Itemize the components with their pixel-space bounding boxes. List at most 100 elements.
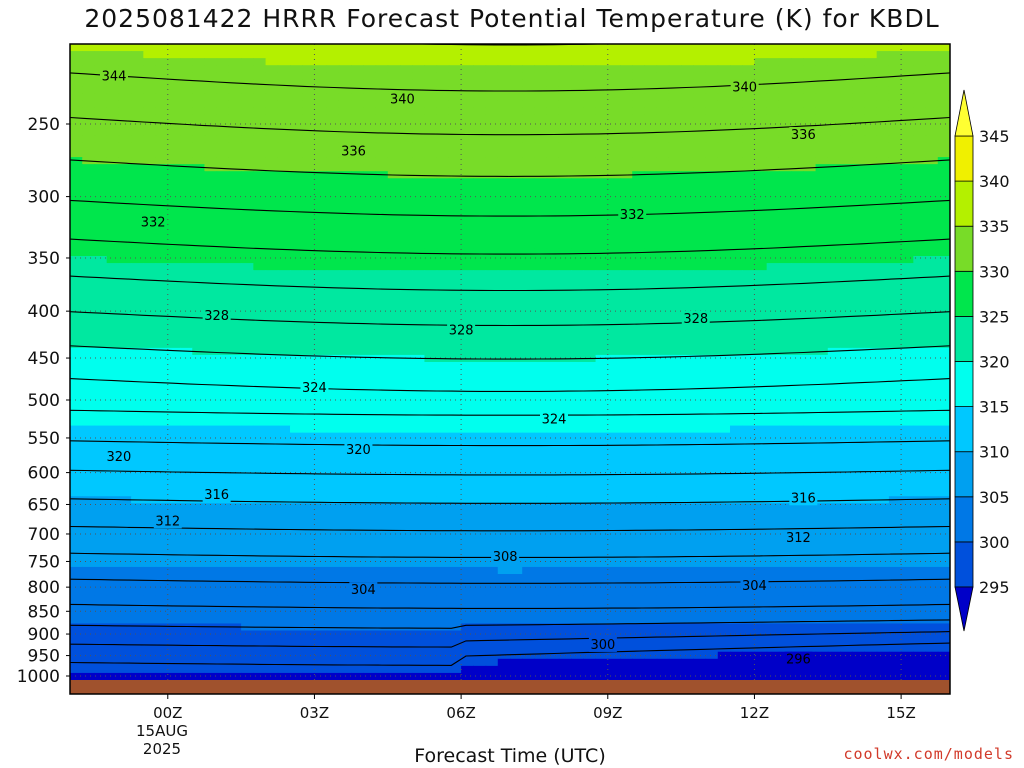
field-cell: [290, 446, 303, 455]
field-cell: [668, 100, 682, 109]
field-cell: [204, 291, 218, 299]
field-cell: [632, 432, 646, 441]
field-cell: [766, 58, 780, 66]
field-cell: [497, 362, 511, 370]
field-cell: [82, 383, 96, 391]
field-cell: [901, 107, 914, 116]
field-cell: [302, 503, 316, 511]
field-cell: [326, 150, 340, 158]
field-cell: [644, 263, 658, 271]
field-cell: [864, 107, 878, 116]
field-cell: [791, 446, 804, 455]
field-cell: [70, 220, 83, 229]
field-cell: [448, 390, 462, 398]
field-cell: [180, 135, 193, 144]
field-cell: [742, 107, 756, 116]
field-cell: [852, 453, 866, 462]
field-cell: [571, 114, 584, 123]
field-cell: [925, 298, 939, 307]
field-cell: [840, 390, 853, 398]
field-cell: [864, 347, 878, 356]
field-cell: [693, 256, 707, 264]
field-cell: [400, 135, 413, 144]
field-cell: [155, 418, 169, 427]
field-cell: [314, 213, 328, 222]
field-cell: [387, 369, 401, 377]
field-cell: [302, 220, 316, 229]
field-cell: [400, 319, 413, 328]
field-cell: [717, 135, 731, 144]
field-cell: [155, 93, 169, 102]
field-cell: [143, 397, 157, 405]
field-cell: [901, 432, 914, 441]
field-cell: [632, 319, 646, 328]
field-cell: [607, 270, 621, 278]
field-cell: [497, 241, 511, 250]
field-cell: [546, 256, 560, 264]
field-cell: [204, 227, 218, 236]
field-cell: [852, 284, 866, 292]
field-cell: [644, 305, 658, 314]
field-cell: [913, 411, 927, 420]
field-cell: [571, 376, 584, 384]
field-cell: [228, 362, 242, 370]
field-cell: [338, 291, 352, 299]
field-cell: [290, 220, 303, 229]
field-cell: [607, 333, 621, 342]
field-cell: [461, 164, 474, 172]
field-cell: [937, 369, 950, 377]
field-cell: [314, 298, 328, 307]
field-cell: [937, 390, 950, 398]
field-cell: [143, 79, 157, 87]
field-cell: [754, 340, 768, 349]
field-cell: [338, 185, 352, 193]
field-cell: [522, 340, 536, 349]
field-cell: [143, 185, 157, 193]
field-cell: [448, 142, 462, 151]
field-cell: [204, 390, 218, 398]
field-cell: [204, 150, 218, 158]
field-cell: [522, 142, 536, 151]
field-cell: [106, 227, 120, 236]
field-cell: [840, 171, 853, 179]
field-cell: [485, 79, 499, 87]
field-cell: [730, 468, 743, 476]
field-cell: [277, 171, 291, 179]
field-cell: [497, 333, 511, 342]
field-cell: [510, 369, 523, 377]
field-cell: [265, 51, 279, 59]
field-cell: [693, 482, 707, 490]
field-cell: [644, 65, 658, 73]
field-cell: [265, 114, 279, 123]
field-cell: [840, 256, 853, 264]
field-cell: [840, 305, 853, 314]
field-cell: [241, 496, 254, 504]
field-cell: [143, 192, 157, 201]
field-cell: [228, 298, 242, 307]
field-cell: [326, 531, 340, 540]
field-cell: [620, 404, 633, 413]
field-cell: [118, 248, 132, 257]
field-cell: [363, 305, 377, 314]
field-cell: [815, 333, 829, 342]
field-cell: [94, 128, 108, 137]
field-cell: [302, 340, 316, 349]
field-cell: [534, 460, 548, 469]
field-cell: [192, 439, 206, 448]
field-cell: [522, 496, 536, 504]
field-cell: [277, 58, 291, 66]
field-cell: [888, 305, 902, 314]
field-cell: [180, 482, 193, 490]
field-cell: [387, 347, 401, 356]
field-cell: [473, 256, 487, 264]
field-cell: [167, 171, 181, 179]
field-cell: [791, 425, 804, 434]
field-cell: [253, 256, 267, 264]
field-cell: [852, 100, 866, 109]
field-cell: [363, 270, 377, 278]
field-cell: [558, 446, 572, 455]
field-cell: [522, 482, 536, 490]
field-cell: [241, 369, 254, 377]
field-cell: [778, 418, 792, 427]
field-cell: [595, 347, 609, 356]
